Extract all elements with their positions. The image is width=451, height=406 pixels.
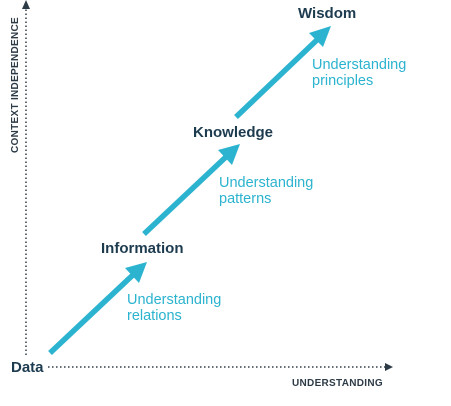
transition-relations-text: Understanding relations [127, 292, 221, 324]
transition-relations-line2: relations [127, 308, 182, 324]
arrow-knowledge-to-wisdom [234, 36, 321, 119]
y-axis-label: CONTEXT INDEPENDENCE [10, 16, 21, 153]
transition-principles-line1: Understanding [312, 57, 407, 73]
transition-patterns-line1: Understanding [219, 175, 314, 191]
level-information-label: Information [101, 240, 184, 257]
x-axis-label: UNDERSTANDING [292, 378, 383, 389]
arrow-information-to-knowledge [142, 152, 230, 237]
arrow-information-to-knowledge-head [218, 144, 240, 165]
y-axis-arrowhead [22, 0, 30, 9]
arrow-knowledge-to-wisdom-head [309, 26, 331, 47]
level-wisdom-label: Wisdom [298, 5, 357, 22]
x-axis-arrowhead [385, 363, 393, 371]
arrow-data-to-information-head [125, 262, 147, 283]
transition-principles-text: Understanding principles [312, 57, 406, 89]
transition-principles-line2: principles [312, 73, 374, 89]
arrow-data-to-information [48, 270, 137, 356]
level-data-label: Data [11, 359, 44, 376]
level-knowledge-label: Knowledge [193, 124, 274, 141]
transition-patterns-line2: patterns [219, 191, 272, 207]
transition-relations-line1: Understanding [127, 292, 222, 308]
transition-patterns-text: Understanding patterns [219, 175, 313, 207]
